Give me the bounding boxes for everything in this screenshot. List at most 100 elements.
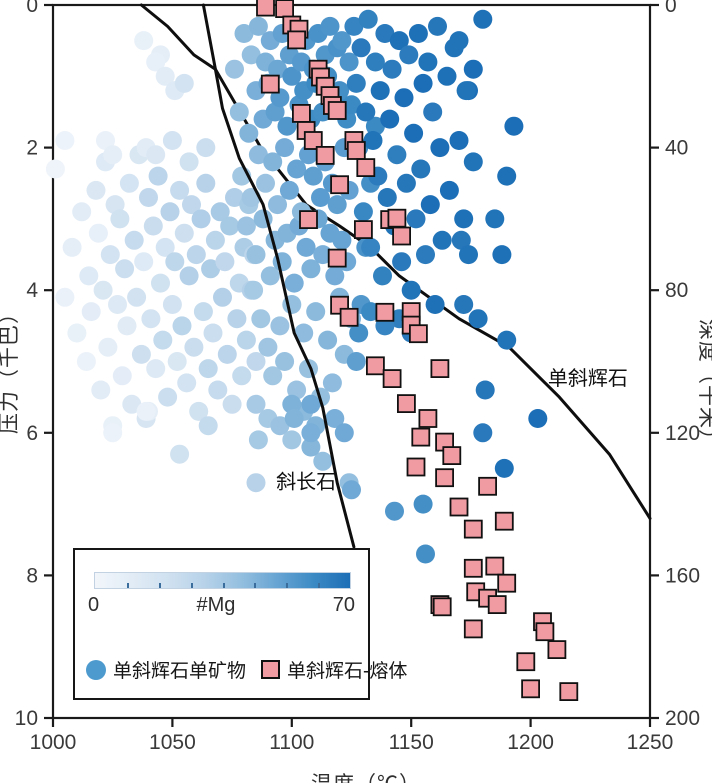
clinopyroxene-mineral-point [244, 280, 264, 300]
clinopyroxene-mineral-point [277, 116, 297, 136]
clinopyroxene-mineral-point [258, 337, 278, 357]
clinopyroxene-mineral-point [167, 352, 187, 371]
clinopyroxene-mineral-point [423, 102, 443, 122]
clinopyroxene-mineral-point [454, 209, 474, 229]
clinopyroxene-melt-point [392, 226, 412, 246]
clinopyroxene-mineral-point [268, 195, 287, 215]
clinopyroxene-mineral-point [62, 237, 82, 257]
clinopyroxene-mineral-point [239, 123, 259, 143]
clinopyroxene-mineral-point [98, 337, 118, 357]
clinopyroxene-mineral-point [361, 237, 381, 257]
clinopyroxene-mineral-point [177, 373, 197, 393]
y-axis-right-tick-label: 0 [665, 0, 677, 17]
clinopyroxene-mineral-point [485, 209, 505, 229]
y-axis-right-tick-label: 80 [665, 279, 688, 302]
clinopyroxene-mineral-point [191, 209, 211, 229]
clinopyroxene-mineral-point [127, 287, 147, 307]
clinopyroxene-melt-point [463, 519, 483, 539]
clinopyroxene-mineral-point [449, 31, 469, 51]
clinopyroxene-melt-point [497, 573, 517, 593]
clinopyroxene-mineral-point [387, 145, 407, 165]
clinopyroxene-melt-point [478, 476, 498, 496]
clinopyroxene-mineral-point [148, 166, 168, 186]
clinopyroxene-mineral-point [196, 138, 216, 158]
clinopyroxene-mineral-point [260, 266, 280, 286]
clinopyroxene-mineral-point [454, 295, 474, 314]
axis-ticks-layer: 1000 1050 1100 1150 1200 1250 0 2 4 6 8 10 0 40 80 120 1… [15, 0, 700, 754]
square-points-layer [256, 0, 579, 701]
plot-frame [51, 3, 652, 720]
clinopyroxene-melt-point [547, 640, 567, 659]
clinopyroxene-mineral-point [153, 330, 173, 350]
x-axis-title: 温度（℃） [311, 773, 421, 783]
clinopyroxene-mineral-point [416, 245, 435, 265]
clinopyroxene-mineral-point [215, 252, 235, 272]
clinopyroxene-mineral-point [320, 16, 340, 36]
clinopyroxene-mineral-point [184, 337, 204, 357]
clinopyroxene-mineral-point [189, 401, 209, 421]
clinopyroxene-melt-point [365, 356, 385, 376]
y-axis-right-tick-label: 40 [665, 137, 688, 160]
clinopyroxene-mineral-point [301, 259, 321, 279]
clinopyroxene-mineral-point [275, 352, 295, 371]
clinopyroxene-melt-point [375, 302, 395, 322]
clinopyroxene-mineral-point [344, 16, 364, 36]
clinopyroxene-mineral-point [208, 380, 228, 400]
colorbar-title: #Mg [196, 594, 236, 616]
clinopyroxene-melt-point [330, 175, 350, 195]
clinopyroxene-mineral-point [377, 188, 397, 207]
clinopyroxene-mineral-point [110, 209, 130, 229]
clinopyroxene-mineral-point [217, 344, 237, 364]
curve-label-clinopyroxene: 单斜辉石 [548, 367, 628, 390]
clinopyroxene-mineral-point [418, 52, 438, 72]
clinopyroxene-mineral-point [325, 409, 345, 428]
clinopyroxene-mineral-point [103, 145, 123, 165]
clinopyroxene-mineral-point [270, 416, 290, 436]
x-axis-tick-label: 1050 [149, 731, 196, 754]
clinopyroxene-mineral-point [284, 273, 304, 293]
clinopyroxene-mineral-point [322, 373, 342, 393]
clinopyroxene-mineral-point [475, 380, 495, 400]
clinopyroxene-mineral-point [270, 316, 290, 336]
y-axis-left-tick-label: 2 [26, 137, 38, 160]
clinopyroxene-mineral-point [122, 394, 142, 414]
clinopyroxene-melt-point [432, 597, 452, 617]
clinopyroxene-mineral-point [162, 131, 182, 150]
clinopyroxene-mineral-point [401, 280, 421, 300]
clinopyroxene-melt-point [339, 307, 359, 327]
colorbar-tick [286, 583, 289, 588]
clinopyroxene-mineral-point [93, 280, 113, 300]
clinopyroxene-mineral-point [256, 173, 275, 193]
clinopyroxene-mineral-point [413, 494, 433, 514]
clinopyroxene-mineral-point [143, 216, 163, 236]
x-axis-tick-label: 1250 [627, 731, 674, 754]
clinopyroxene-melt-point [516, 652, 536, 672]
clinopyroxene-melt-point [291, 104, 311, 123]
clinopyroxene-mineral-point [146, 145, 166, 165]
clinopyroxene-mineral-point [439, 180, 459, 200]
clinopyroxene-mineral-point [160, 202, 180, 222]
clinopyroxene-melt-point [430, 359, 450, 379]
curve-label-plagioclase: 斜长石 [276, 470, 336, 493]
x-axis-tick-label: 1150 [389, 731, 434, 754]
clinopyroxene-mineral-point [373, 266, 392, 286]
clinopyroxene-mineral-point [296, 237, 316, 257]
clinopyroxene-mineral-point [119, 173, 139, 193]
clinopyroxene-melt-point [275, 0, 295, 19]
clinopyroxene-mineral-point [220, 216, 240, 236]
clinopyroxene-mineral-point [117, 316, 137, 336]
clinopyroxene-mineral-point [225, 188, 244, 207]
clinopyroxene-mineral-point [268, 59, 287, 79]
clinopyroxene-mineral-point [428, 16, 447, 36]
clinopyroxene-mineral-point [79, 266, 99, 286]
colorbar-tick [254, 583, 257, 588]
clinopyroxene-mineral-point [332, 230, 352, 250]
clinopyroxene-mineral-point [404, 123, 424, 143]
clinopyroxene-mineral-point [131, 344, 151, 364]
clinopyroxene-mineral-point [201, 259, 221, 279]
clinopyroxene-mineral-point [356, 102, 376, 122]
clinopyroxene-melt-point [435, 468, 455, 488]
clinopyroxene-melt-point [418, 409, 438, 428]
clinopyroxene-mineral-point [186, 245, 206, 265]
clinopyroxene-mineral-point [313, 245, 333, 265]
